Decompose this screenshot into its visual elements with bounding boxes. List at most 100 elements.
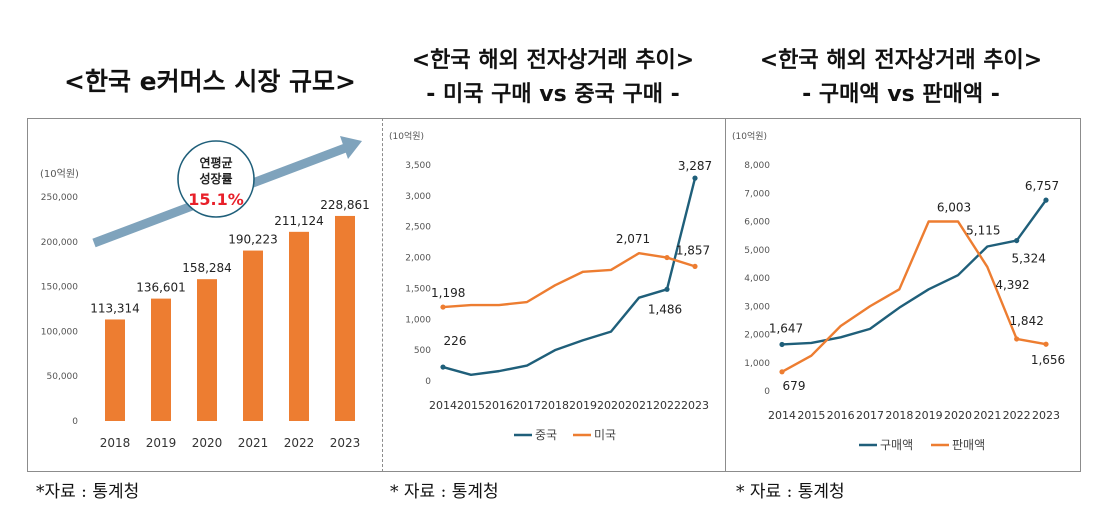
buy-sell-point-구매액-2014 <box>779 341 785 348</box>
buy-sell-legend-label-1: 구매액 <box>880 438 913 452</box>
chart1-unit-label: (10억원) <box>40 168 79 180</box>
source-note-2: * 자료 : 통계청 <box>390 482 499 502</box>
growth-rate-value: 15.1% <box>188 190 244 209</box>
buy-sell-xtick-2015: 2015 <box>797 409 825 422</box>
buy-sell-data-label: 6,003 <box>937 200 971 214</box>
chart1-ytick-label: 100,000 <box>41 327 78 337</box>
us-china-xtick-2019: 2019 <box>569 399 597 412</box>
buy-sell-point-구매액-2022 <box>1014 237 1020 244</box>
us-china-unit-label: (10억원) <box>389 130 424 142</box>
buy-sell-ytick-label: 7,000 <box>744 189 770 199</box>
xtick-label-2018: 2018 <box>100 436 131 450</box>
chart1-ytick-label: 150,000 <box>41 283 78 293</box>
us-china-data-label: 3,287 <box>678 159 712 173</box>
bar-value-label-2022: 211,124 <box>274 214 324 228</box>
us-china-xtick-2016: 2016 <box>485 399 513 412</box>
buy-sell-xtick-2018: 2018 <box>885 409 913 422</box>
buy-sell-data-label: 4,392 <box>995 278 1029 292</box>
xtick-label-2023: 2023 <box>330 436 361 450</box>
us-china-series-line-미국 <box>442 251 696 309</box>
us-china-data-label: 2,071 <box>616 232 650 246</box>
us-china-point-중국-2023 <box>692 175 698 181</box>
bar-value-label-2019: 136,601 <box>136 281 186 295</box>
buy-sell-data-label: 1,842 <box>1009 314 1043 328</box>
title-overseas-buy-sell-line2: - 구매액 vs 판매액 - <box>802 82 1000 107</box>
buy-sell-data-label: 6,757 <box>1025 179 1059 193</box>
buy-sell-ytick-label: 5,000 <box>744 246 770 256</box>
us-china-xtick-2021: 2021 <box>625 399 653 412</box>
us-china-ytick-label: 2,500 <box>405 223 431 233</box>
growth-rate-bubble <box>177 140 255 218</box>
growth-rate-label-line1: 연평균 <box>199 155 232 170</box>
us-china-ytick-label: 2,000 <box>405 254 431 264</box>
us-china-xtick-2022: 2022 <box>653 399 681 412</box>
buy-sell-unit-label: (10억원) <box>732 130 767 142</box>
us-china-ytick-label: 3,000 <box>405 192 431 202</box>
buy-sell-data-label: 5,324 <box>1011 252 1045 266</box>
us-china-ytick-label: 0 <box>425 377 431 387</box>
us-china-legend-label-1: 중국 <box>535 428 557 442</box>
buy-sell-ytick-label: 2,000 <box>744 331 770 341</box>
bar-value-label-2021: 190,223 <box>228 233 278 247</box>
buy-sell-ytick-label: 3,000 <box>744 302 770 312</box>
us-china-ytick-label: 3,500 <box>405 161 431 171</box>
bar-value-label-2023: 228,861 <box>320 198 370 212</box>
source-note-3: * 자료 : 통계청 <box>736 482 845 502</box>
bar-2021 <box>243 250 263 421</box>
buy-sell-xtick-2021: 2021 <box>973 409 1001 422</box>
us-china-xtick-2018: 2018 <box>541 399 569 412</box>
us-china-data-label: 1,486 <box>648 302 682 316</box>
buy-sell-ytick-label: 0 <box>764 387 770 397</box>
us-china-chart: (10억원) 0 500 1,000 1,500 2,000 2,500 3,000 3,500… <box>389 130 712 442</box>
buy-sell-series-line-구매액 <box>781 199 1047 346</box>
market-size-chart: (10억원) 0 50,000 100,000 150,000 200,000 250,00… <box>40 136 370 450</box>
buy-sell-data-label: 5,115 <box>966 224 1000 238</box>
title-market-size: <한국 e커머스 시장 규모> <box>30 62 390 98</box>
buy-sell-series-line-판매액 <box>781 220 1047 373</box>
buy-sell-xtick-2020: 2020 <box>944 409 972 422</box>
us-china-point-미국-2023 <box>692 263 698 269</box>
buy-sell-xtick-2019: 2019 <box>915 409 943 422</box>
bar-2023 <box>335 215 355 421</box>
xtick-label-2020: 2020 <box>192 436 223 450</box>
us-china-ytick-label: 500 <box>414 346 431 356</box>
chart1-ytick-label: 50,000 <box>47 372 79 382</box>
title-overseas-us-china-line1: <한국 해외 전자상거래 추이> <box>411 48 695 73</box>
bar-2018 <box>105 319 125 421</box>
xtick-label-2022: 2022 <box>284 436 315 450</box>
xtick-label-2021: 2021 <box>238 436 269 450</box>
us-china-chart-panel: (10억원) 0 500 1,000 1,500 2,000 2,500 3,000 3,500… <box>382 118 726 472</box>
us-china-legend-label-2: 미국 <box>594 428 616 442</box>
buy-sell-ytick-label: 1,000 <box>744 359 770 369</box>
buy-sell-xtick-2017: 2017 <box>856 409 884 422</box>
market-size-chart-panel: (10억원) 0 50,000 100,000 150,000 200,000 250,00… <box>27 118 383 472</box>
title-overseas-us-china: <한국 해외 전자상거래 추이> - 미국 구매 vs 중국 구매 - <box>378 44 728 112</box>
us-china-point-중국-2022 <box>664 286 670 292</box>
us-china-xtick-2015: 2015 <box>457 399 485 412</box>
us-china-xtick-2020: 2020 <box>597 399 625 412</box>
source-note-1: *자료 : 통계청 <box>36 482 140 502</box>
title-overseas-buy-sell-line1: <한국 해외 전자상거래 추이> <box>759 48 1043 73</box>
buy-sell-chart: (10억원) 0 1,000 2,000 3,000 4,000 5,000 6,000 7,0… <box>732 130 1065 452</box>
xtick-label-2019: 2019 <box>146 436 177 450</box>
buy-sell-chart-panel: (10억원) 0 1,000 2,000 3,000 4,000 5,000 6,000 7,0… <box>725 118 1081 472</box>
bar-2020 <box>197 279 217 421</box>
buy-sell-ytick-label: 4,000 <box>744 274 770 284</box>
title-overseas-us-china-line2: - 미국 구매 vs 중국 구매 - <box>426 82 680 107</box>
us-china-xtick-2023: 2023 <box>681 399 709 412</box>
buy-sell-xtick-2023: 2023 <box>1032 409 1060 422</box>
us-china-xtick-2014: 2014 <box>429 399 457 412</box>
us-china-series-line-중국 <box>442 177 697 377</box>
chart1-ytick-label: 250,000 <box>41 193 78 203</box>
buy-sell-xtick-2016: 2016 <box>827 409 855 422</box>
bar-2022 <box>289 231 309 421</box>
title-overseas-buy-sell: <한국 해외 전자상거래 추이> - 구매액 vs 판매액 - <box>726 44 1076 112</box>
title-market-size-text: <한국 e커머스 시장 규모> <box>64 67 356 96</box>
us-china-ytick-label: 1,500 <box>405 284 431 294</box>
bar-value-label-2020: 158,284 <box>182 261 232 275</box>
buy-sell-point-판매액-2023 <box>1043 341 1049 347</box>
us-china-point-중국-2014 <box>440 364 446 370</box>
us-china-data-label: 1,857 <box>676 243 710 257</box>
bar-value-label-2018: 113,314 <box>90 301 140 315</box>
buy-sell-data-label: 1,656 <box>1031 353 1065 367</box>
